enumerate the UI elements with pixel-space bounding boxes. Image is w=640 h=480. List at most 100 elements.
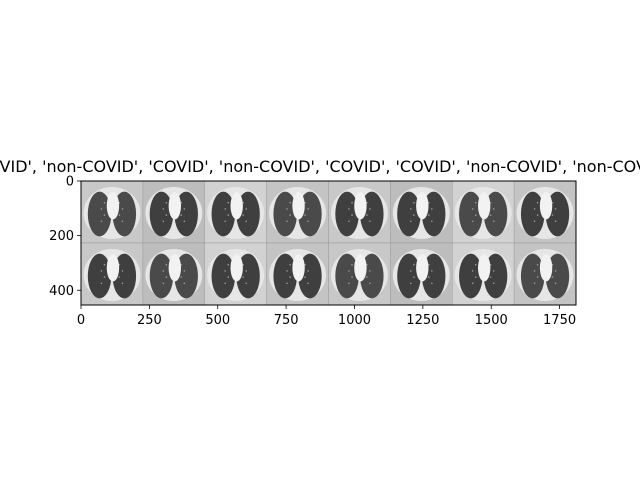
vessel-dot (307, 208, 309, 210)
vessel-dot (474, 263, 477, 266)
left-lung (397, 253, 421, 299)
mediastinum (106, 254, 120, 282)
mediastinum (292, 254, 305, 282)
left-lung (211, 253, 236, 299)
vessel-dot (489, 276, 492, 278)
axes-frame (80, 180, 577, 306)
x-tick-label: 1750 (543, 313, 576, 328)
ct-tile-6 (390, 180, 453, 244)
mediastinum (230, 192, 243, 220)
vessel-dot (307, 220, 309, 223)
vessel-dot (348, 270, 350, 272)
vessel-dot (369, 208, 371, 210)
vessel-dot (413, 276, 415, 278)
mediastinum (416, 254, 429, 282)
left-lung (87, 253, 112, 299)
vessel-dot (351, 276, 353, 278)
left-lung (149, 191, 174, 237)
y-axis: 0 200 400 (49, 175, 81, 299)
vessel-dot (227, 201, 230, 204)
vessel-dot (554, 270, 557, 272)
mediastinum (106, 192, 120, 220)
vessel-dot (103, 214, 106, 216)
x-tick-label: 1000 (338, 313, 371, 328)
ct-tile-13 (328, 242, 391, 306)
x-axis: 0 250 500 750 1000 1250 1500 1750 (77, 305, 576, 328)
vessel-dot (554, 220, 557, 223)
mediastinum (416, 192, 429, 220)
x-tick-label: 750 (274, 313, 299, 328)
vessel-dot (162, 220, 165, 223)
x-tick-label: 250 (137, 313, 162, 328)
vessel-dot (224, 282, 226, 285)
title-text: ['COVID', 'non-COVID', 'COVID', 'non-COV… (0, 157, 640, 176)
vessel-dot (536, 263, 539, 266)
vessel-dot (242, 214, 244, 216)
vessel-dot (118, 214, 121, 216)
ct-tile-16 (513, 242, 577, 306)
vessel-dot (554, 282, 557, 285)
vessel-dot (103, 263, 106, 266)
vessel-dot (409, 270, 412, 272)
figure-title: ['COVID', 'non-COVID', 'COVID', 'non-COV… (0, 157, 640, 176)
vessel-dot (286, 208, 288, 210)
vessel-dot (492, 270, 495, 272)
vessel-dot (492, 282, 495, 285)
vessel-dot (471, 282, 474, 285)
vessel-dot (551, 276, 554, 278)
vessel-dot (533, 208, 536, 210)
vessel-dot (348, 282, 350, 285)
ct-tile-9 (80, 242, 144, 306)
vessel-dot (348, 208, 350, 210)
vessel-dot (227, 263, 230, 266)
ct-tile-3 (204, 180, 267, 244)
vessel-dot (183, 282, 186, 285)
vessel-dot (431, 220, 433, 223)
left-lung (459, 253, 483, 299)
ct-tile-4 (266, 180, 329, 244)
x-tick-label: 1500 (475, 313, 508, 328)
mediastinum (168, 192, 181, 220)
vessel-dot (351, 263, 353, 266)
vessel-dot (183, 220, 186, 223)
mediastinum (292, 192, 305, 220)
vessel-dot (121, 282, 124, 285)
vessel-dot (289, 276, 291, 278)
ct-tile-14 (390, 242, 453, 306)
vessel-dot (304, 214, 306, 216)
ct-tile-5 (328, 180, 391, 244)
mediastinum (354, 254, 367, 282)
x-tick-label: 1250 (406, 313, 439, 328)
vessel-dot (536, 214, 539, 216)
y-tick-label: 400 (49, 284, 74, 299)
vessel-dot (554, 208, 557, 210)
vessel-dot (165, 263, 168, 266)
vessel-dot (307, 270, 309, 272)
vessel-dot (165, 276, 168, 278)
vessel-dot (100, 220, 103, 223)
vessel-dot (118, 276, 121, 278)
ct-tile-11 (204, 242, 267, 306)
vessel-dot (304, 276, 306, 278)
vessel-dot (369, 220, 371, 223)
mediastinum (354, 192, 367, 220)
vessel-dot (100, 208, 103, 210)
left-lung (87, 191, 112, 237)
left-lung (211, 191, 236, 237)
mediastinum (478, 192, 491, 220)
ct-tile-2 (142, 180, 205, 244)
vessel-dot (409, 208, 412, 210)
left-lung (520, 253, 545, 299)
vessel-dot (369, 282, 371, 285)
left-lung (149, 253, 174, 299)
vessel-dot (489, 214, 492, 216)
vessel-dot (351, 214, 353, 216)
vessel-dot (474, 201, 477, 204)
vessel-dot (121, 270, 124, 272)
vessel-dot (286, 220, 288, 223)
vessel-dot (431, 282, 433, 285)
left-lung (273, 253, 297, 299)
vessel-dot (245, 220, 248, 223)
vessel-dot (409, 220, 412, 223)
vessel-dot (533, 282, 536, 285)
